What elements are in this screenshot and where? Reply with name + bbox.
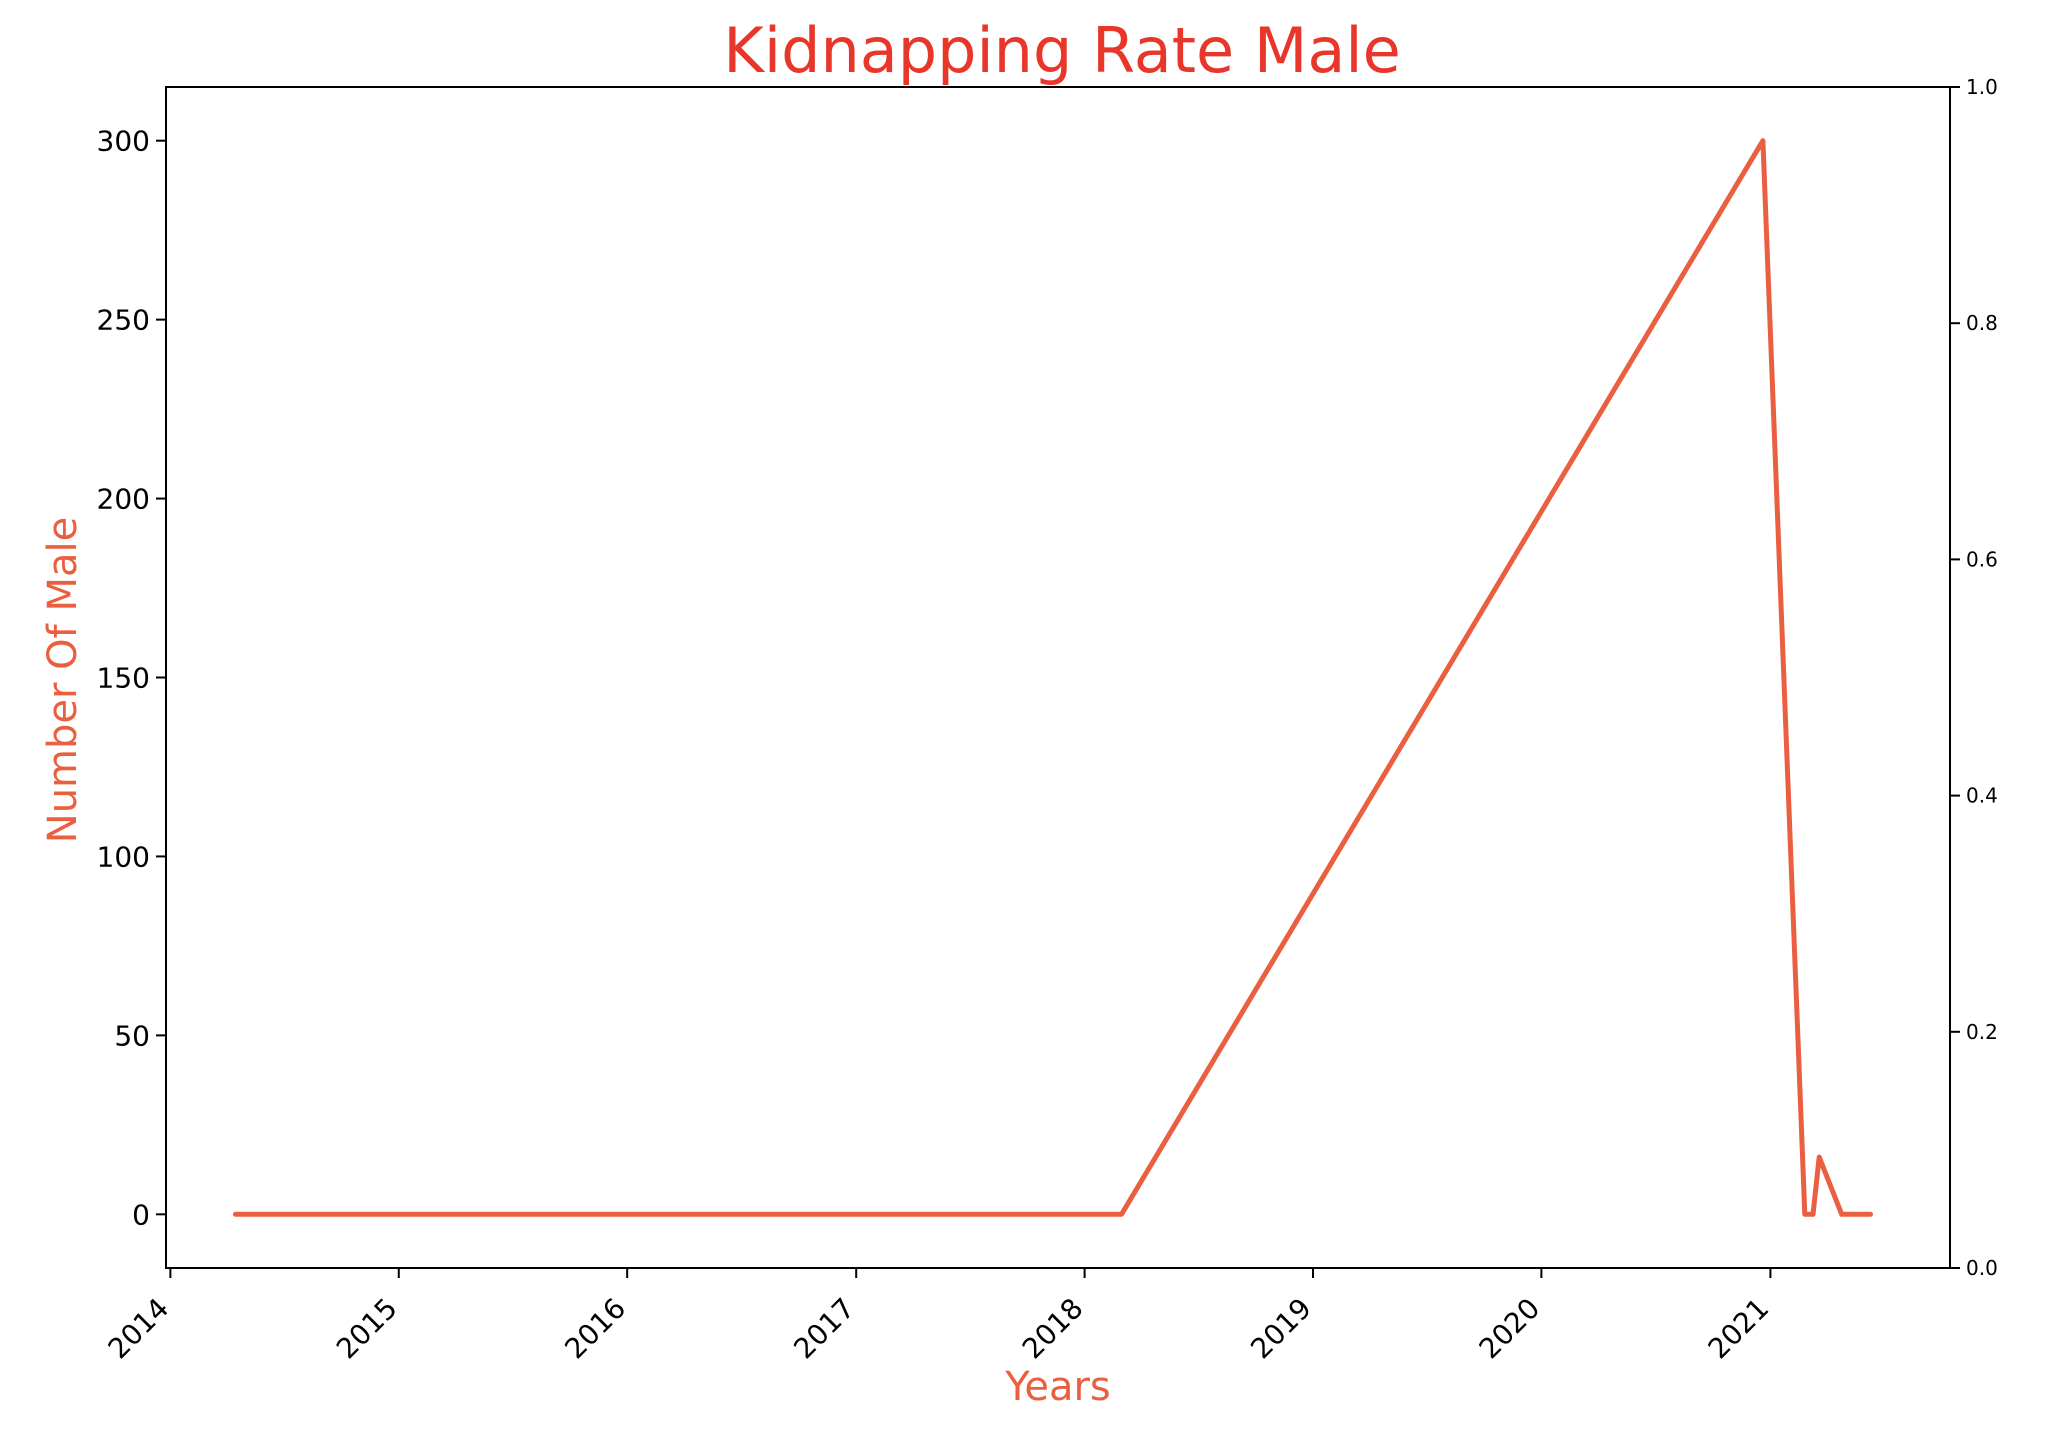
y-tick-label: 250 — [97, 304, 150, 337]
y-tick-label: 50 — [114, 1019, 150, 1052]
x-tick-label: 2019 — [1244, 1292, 1318, 1366]
x-tick-label: 2021 — [1702, 1292, 1776, 1366]
y2-tick-label: 1.0 — [1966, 75, 1998, 99]
x-tick-label: 2015 — [330, 1292, 404, 1366]
y-axis-label: Number Of Male — [40, 517, 86, 843]
x-tick-label: 2017 — [787, 1292, 861, 1366]
y2-tick-label: 0.6 — [1966, 547, 1998, 571]
chart-title: Kidnapping Rate Male — [723, 14, 1401, 87]
x-tick-label: 2018 — [1016, 1292, 1090, 1366]
y2-tick-label: 0.4 — [1966, 784, 1998, 808]
y-tick-label: 300 — [97, 125, 150, 158]
x-tick-label: 2020 — [1473, 1292, 1547, 1366]
plot-frame — [165, 86, 1951, 1269]
y-tick-label: 0 — [132, 1198, 150, 1231]
series-line — [233, 138, 1873, 1217]
y2-tick-label: 0.2 — [1966, 1020, 1998, 1044]
x-tick-label: 2014 — [102, 1292, 176, 1366]
x-tick-label: 2016 — [558, 1292, 632, 1366]
x-axis-label: Years — [1004, 1364, 1111, 1410]
y-tick-label: 200 — [97, 483, 150, 516]
y-tick-label: 150 — [97, 662, 150, 695]
y2-tick-label: 0.0 — [1966, 1256, 1998, 1280]
y-tick-label: 100 — [97, 840, 150, 873]
y2-tick-label: 0.8 — [1966, 311, 1998, 335]
